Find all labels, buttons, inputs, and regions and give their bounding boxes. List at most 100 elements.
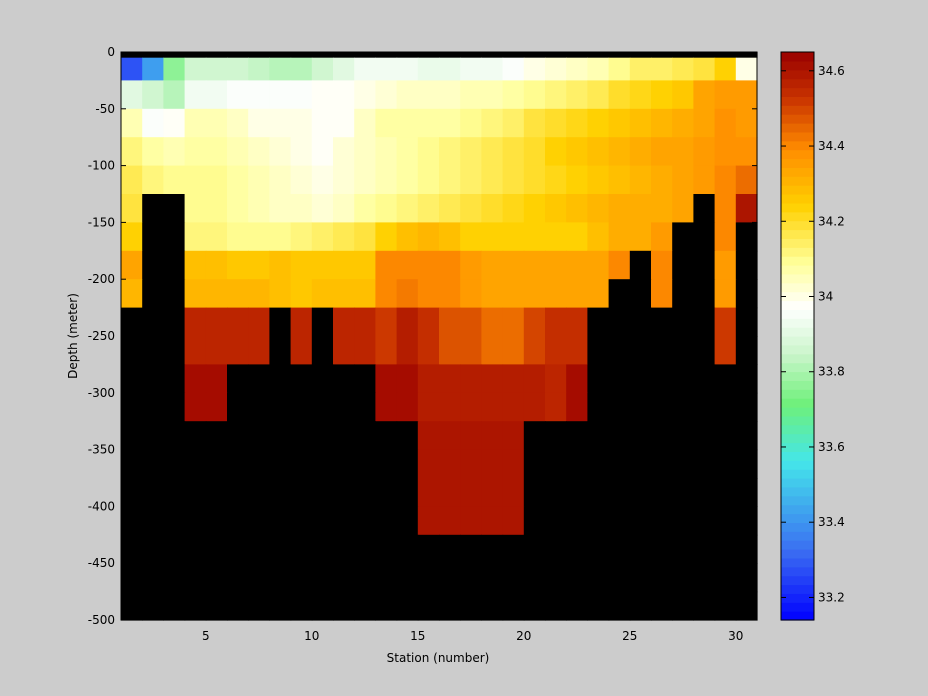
- heatmap-cell: [184, 449, 207, 479]
- heatmap-cell: [142, 80, 164, 110]
- colorbar-band: [781, 549, 814, 559]
- x-tick-label: 5: [202, 629, 210, 643]
- heatmap-cell: [354, 392, 376, 422]
- heatmap-cell: [333, 137, 355, 167]
- heatmap-cell: [290, 222, 313, 252]
- heatmap-cell: [417, 421, 440, 451]
- colorbar-band: [781, 415, 814, 426]
- heatmap-cell: [311, 165, 334, 195]
- heatmap-cell: [545, 137, 567, 167]
- y-tick-label: 0: [107, 45, 115, 59]
- heatmap-cell: [396, 108, 419, 138]
- heatmap-cell: [651, 421, 673, 451]
- heatmap-cell: [481, 478, 504, 507]
- heatmap-cell: [290, 478, 313, 507]
- heatmap-cell: [523, 52, 546, 59]
- heatmap-cell: [693, 165, 716, 195]
- colorbar-band: [781, 114, 814, 124]
- heatmap-cell: [375, 80, 398, 110]
- heatmap-cell: [672, 57, 694, 81]
- colorbar-band: [781, 407, 814, 417]
- heatmap-cell: [523, 279, 546, 309]
- colorbar-tick-label: 33.4: [818, 515, 845, 529]
- heatmap-cell: [481, 279, 504, 309]
- colorbar-band: [781, 522, 814, 532]
- heatmap-cell: [333, 80, 355, 110]
- colorbar-band: [781, 247, 814, 257]
- heatmap-cell: [523, 57, 546, 81]
- heatmap-cell: [248, 279, 270, 309]
- plot-area: [120, 51, 758, 621]
- heatmap-cell: [184, 534, 207, 564]
- colorbar-tick-label: 34.4: [818, 139, 845, 153]
- heatmap-cell: [735, 250, 758, 280]
- heatmap-cell: [672, 307, 694, 337]
- heatmap-cell: [481, 57, 504, 81]
- colorbar-band: [781, 78, 814, 89]
- heatmap-cell: [354, 80, 376, 110]
- heatmap-cell: [396, 591, 419, 621]
- colorbar-band: [781, 469, 814, 479]
- heatmap-cell: [311, 364, 334, 394]
- heatmap-cell: [523, 250, 546, 280]
- heatmap-cell: [566, 336, 588, 365]
- heatmap-cell: [439, 421, 461, 451]
- colorbar-band: [781, 60, 814, 71]
- heatmap-cell: [227, 534, 249, 564]
- heatmap-cell: [184, 52, 207, 59]
- heatmap-cell: [693, 336, 716, 365]
- x-axis-label: Station (number): [387, 651, 490, 665]
- heatmap-cell: [693, 478, 716, 507]
- heatmap-cell: [184, 336, 207, 365]
- heatmap-cell: [269, 222, 292, 252]
- heatmap-cell: [460, 222, 482, 252]
- heatmap-cell: [523, 336, 546, 365]
- heatmap-cell: [205, 534, 228, 564]
- colorbar-band: [781, 593, 814, 603]
- heatmap-cell: [227, 449, 249, 479]
- heatmap-cell: [693, 194, 716, 223]
- heatmap-cell: [502, 506, 525, 536]
- heatmap-cell: [439, 449, 461, 479]
- heatmap-cell: [205, 57, 228, 81]
- heatmap-cell: [184, 80, 207, 110]
- heatmap-cell: [333, 165, 355, 195]
- heatmap-cell: [121, 591, 143, 621]
- heatmap-cell: [396, 392, 419, 422]
- heatmap-cell: [439, 194, 461, 223]
- heatmap-cell: [545, 52, 567, 59]
- heatmap-cell: [248, 250, 270, 280]
- heatmap-cell: [396, 336, 419, 365]
- heatmap-cell: [333, 421, 355, 451]
- heatmap-cell: [629, 194, 652, 223]
- heatmap-cell: [714, 279, 737, 309]
- heatmap-cell: [121, 563, 143, 593]
- heatmap-cell: [460, 421, 482, 451]
- heatmap-cell: [693, 250, 716, 280]
- heatmap-cell: [587, 336, 610, 365]
- heatmap-cell: [629, 591, 652, 621]
- heatmap-cell: [163, 506, 186, 536]
- heatmap-cell: [629, 80, 652, 110]
- heatmap-cell: [396, 364, 419, 394]
- heatmap-cell: [693, 57, 716, 81]
- heatmap-cell: [629, 364, 652, 394]
- heatmap-cell: [121, 421, 143, 451]
- heatmap-cell: [672, 392, 694, 422]
- heatmap-cell: [629, 506, 652, 536]
- heatmap-cell: [396, 449, 419, 479]
- heatmap-cell: [205, 392, 228, 422]
- heatmap-cell: [439, 392, 461, 422]
- heatmap-cell: [121, 57, 143, 81]
- heatmap-cell: [417, 137, 440, 167]
- heatmap-cell: [502, 392, 525, 422]
- colorbar-band: [781, 149, 814, 160]
- heatmap-cell: [163, 591, 186, 621]
- heatmap-cell: [269, 534, 292, 564]
- heatmap-cell: [227, 336, 249, 365]
- heatmap-cell: [205, 591, 228, 621]
- heatmap-cell: [545, 478, 567, 507]
- heatmap-cell: [545, 506, 567, 536]
- heatmap-cell: [333, 336, 355, 365]
- heatmap-cell: [227, 307, 249, 337]
